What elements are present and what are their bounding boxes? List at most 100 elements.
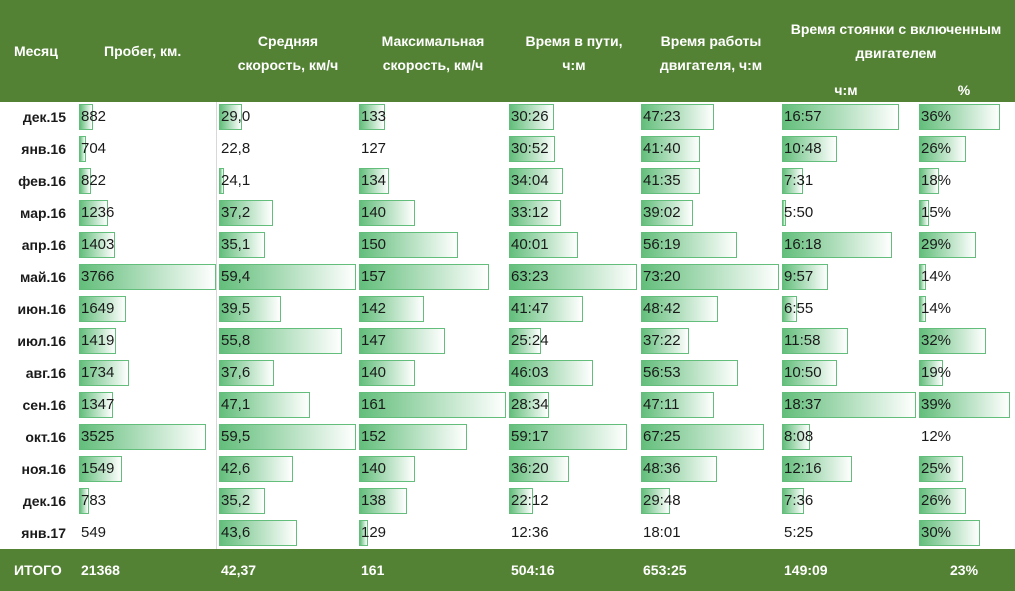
cell-mileage: 882 [79,104,216,130]
cell-idle-pct-value: 14% [921,300,952,317]
cell-max-speed-value: 140 [361,204,387,221]
cell-idle-pct-value: 39% [921,396,952,413]
cell-mileage-value: 783 [81,492,107,509]
data-bar [219,296,282,322]
cell-travel-time-value: 30:26 [511,108,549,125]
cell-max-speed-value: 152 [361,428,387,445]
cell-idle-time-value: 7:36 [784,492,814,509]
data-bar [641,168,700,194]
data-bar [359,488,407,514]
cell-mileage: 3766 [79,264,216,290]
header-month: Месяц [14,43,58,59]
data-bar [359,232,459,258]
cell-travel-time: 36:20 [509,456,637,482]
data-bar [79,296,126,322]
data-bar [641,456,718,482]
cell-idle-pct: 30% [919,520,1010,546]
data-bar [79,456,122,482]
cell-travel-time-value: 28:34 [511,396,549,413]
cell-engine-time-value: 41:35 [643,172,681,189]
total-label: ИТОГО [14,562,62,578]
data-bar [359,392,506,418]
cell-idle-pct-value: 14% [921,268,952,285]
cell-avg-speed: 35,1 [219,232,356,258]
data-bar [219,264,356,290]
cell-avg-speed-value: 29,0 [221,108,251,125]
cell-mileage: 783 [79,488,216,514]
cell-max-speed-value: 147 [361,332,387,349]
cell-idle-time: 8:08 [782,424,916,450]
cell-avg-speed-value: 24,1 [221,172,251,189]
cell-idle-time-value: 9:57 [784,268,814,285]
data-bar [509,424,627,450]
cell-mileage: 1419 [79,328,216,354]
data-bar [509,104,554,130]
cell-idle-pct: 15% [919,200,1010,226]
cell-avg-speed: 37,2 [219,200,356,226]
cell-idle-pct-value: 19% [921,364,952,381]
data-bar [509,232,579,258]
cell-max-speed-value: 129 [361,524,387,541]
cell-mileage-value: 1549 [81,460,115,477]
header-idle-hm: ч:м [834,82,858,98]
cell-engine-time: 41:40 [641,136,779,162]
cell-max-speed: 140 [359,456,506,482]
data-bar [359,520,368,546]
cell-travel-time-value: 25:24 [511,332,549,349]
cell-avg-speed: 29,0 [219,104,356,130]
cell-travel-time: 40:01 [509,232,637,258]
data-bar [509,392,550,418]
column-divider [216,102,217,549]
cell-mileage: 1403 [79,232,216,258]
cell-max-speed-value: 161 [361,396,387,413]
cell-max-speed-value: 140 [361,460,387,477]
header-engine-time-line2: двигателя, ч:м [659,57,763,73]
cell-engine-time: 56:19 [641,232,779,258]
total-avg-speed: 42,37 [221,562,257,578]
cell-avg-speed: 39,5 [219,296,356,322]
cell-max-speed-value: 134 [361,172,387,189]
data-bar [359,296,424,322]
cell-avg-speed: 55,8 [219,328,356,354]
header-avg-speed-line2: скорость, км/ч [237,57,339,73]
cell-engine-time: 29:48 [641,488,779,514]
row-month: авг.16 [25,365,66,381]
cell-avg-speed-value: 37,6 [221,364,251,381]
data-bar [509,296,583,322]
cell-idle-pct: 14% [919,264,1010,290]
data-bar [219,168,224,194]
data-bar [782,488,805,514]
cell-idle-time-value: 11:58 [784,332,821,349]
cell-engine-time-value: 47:23 [643,108,681,125]
cell-avg-speed-value: 59,5 [221,428,251,445]
data-bar [782,424,810,450]
cell-idle-pct-value: 26% [921,492,952,509]
data-bar [359,424,468,450]
cell-idle-pct-value: 18% [921,172,952,189]
row-month: янв.17 [21,525,66,541]
header-travel-time-line1: Время в пути, [525,33,623,49]
cell-idle-time: 12:16 [782,456,916,482]
cell-idle-time: 10:50 [782,360,916,386]
data-bar [919,360,943,386]
cell-mileage-value: 822 [81,172,107,189]
cell-idle-pct-value: 29% [921,236,952,253]
cell-travel-time: 25:24 [509,328,637,354]
cell-engine-time-value: 29:48 [643,492,681,509]
cell-travel-time-value: 46:03 [511,364,549,381]
cell-avg-speed: 42,6 [219,456,356,482]
cell-idle-pct: 14% [919,296,1010,322]
cell-avg-speed-value: 47,1 [221,396,251,413]
cell-mileage-value: 1419 [81,332,115,349]
cell-max-speed: 140 [359,360,506,386]
cell-engine-time: 37:22 [641,328,779,354]
cell-idle-time: 16:57 [782,104,916,130]
cell-max-speed: 127 [359,136,506,162]
data-bar [219,232,265,258]
header-avg-speed: Средняя скорость, км/ч [228,29,348,77]
data-bar [782,360,837,386]
cell-mileage-value: 1236 [81,204,115,221]
cell-mileage: 1734 [79,360,216,386]
cell-travel-time-value: 12:36 [511,524,549,541]
row-month: ноя.16 [21,461,66,477]
